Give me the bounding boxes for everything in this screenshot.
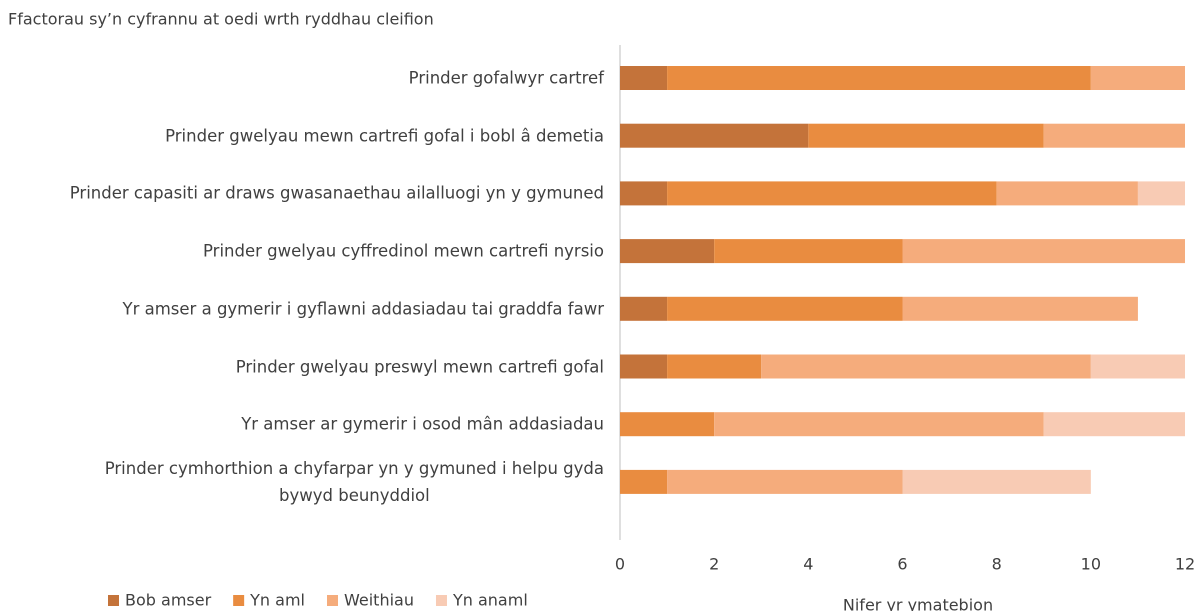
legend-swatch	[435, 595, 447, 606]
bar-segment	[1043, 412, 1185, 437]
bar-segment	[902, 239, 1185, 264]
bar-segment	[808, 123, 1044, 148]
bar-segment	[667, 296, 903, 321]
bar-segment	[902, 469, 1091, 494]
bar-segment	[620, 239, 715, 264]
bar-segment	[620, 354, 668, 379]
bar-segment	[620, 181, 668, 206]
bar-segment	[761, 354, 1091, 379]
legend-swatch	[108, 595, 119, 606]
bar-segment	[714, 239, 903, 264]
y-tick-label: Prinder gwelyau cyffredinol mewn cartref…	[203, 241, 604, 261]
y-tick-label: Prinder cymhorthion a chyfarpar yn y gym…	[104, 458, 604, 505]
bar-segment	[1043, 123, 1185, 148]
legend-swatch	[233, 595, 245, 606]
legend-label: Bob amser	[125, 591, 212, 610]
bar-segment	[1137, 181, 1185, 206]
legend-label: Yn aml	[249, 591, 305, 610]
x-tick-label: 0	[615, 555, 625, 574]
bar-segment	[996, 181, 1138, 206]
legend-swatch	[327, 595, 338, 606]
bar-segment	[620, 296, 668, 321]
x-tick-label: 12	[1175, 555, 1195, 574]
x-tick-label: 10	[1081, 555, 1101, 574]
bar-segment	[667, 469, 903, 494]
bar-segment	[1090, 66, 1185, 90]
bar-segment	[620, 66, 668, 90]
bar-segment	[902, 296, 1138, 321]
x-axis-label: Nifer yr ymatebion	[843, 596, 993, 611]
bar-segment	[667, 354, 762, 379]
bar-segment	[667, 66, 1091, 90]
bar-segment	[1090, 354, 1185, 379]
chart-title: Ffactorau sy’n cyfrannu at oedi wrth ryd…	[8, 10, 434, 29]
y-tick-label: Prinder capasiti ar draws gwasanaethau a…	[69, 183, 604, 203]
bar-segment	[714, 412, 1044, 437]
x-tick-label: 2	[709, 555, 719, 574]
x-tick-label: 4	[803, 555, 813, 574]
x-tick-label: 6	[897, 555, 907, 574]
y-tick-label: Yr amser ar gymerir i osod mân addasiada…	[241, 414, 604, 434]
bar-segment	[620, 123, 809, 148]
y-tick-label: Prinder gofalwyr cartref	[408, 68, 604, 88]
y-tick-label: Yr amser a gymerir i gyflawni addasiadau…	[122, 299, 604, 319]
bar-segment	[667, 181, 997, 206]
legend-label: Weithiau	[344, 591, 414, 610]
bar-segment	[620, 412, 715, 437]
y-tick-label: Prinder gwelyau preswyl mewn cartrefi go…	[235, 357, 604, 376]
legend-label: Yn anaml	[452, 591, 528, 610]
y-tick-label: Prinder gwelyau mewn cartrefi gofal i bo…	[165, 126, 604, 146]
bar-segment	[620, 469, 668, 494]
x-tick-label: 8	[992, 555, 1002, 574]
